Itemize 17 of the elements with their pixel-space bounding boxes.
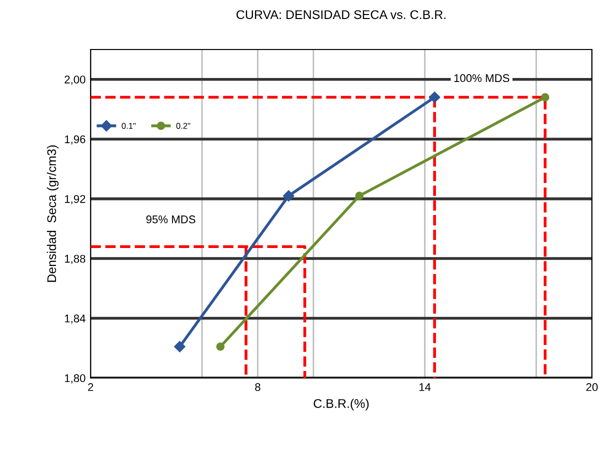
legend-label: 0.1" bbox=[122, 122, 136, 129]
legend-label: 0.2" bbox=[176, 122, 190, 129]
x-tick-label: 14 bbox=[419, 383, 431, 391]
y-axis-title: Densidad Seca (gr/cm3) bbox=[46, 145, 59, 282]
y-tick-label: 1,92 bbox=[64, 195, 86, 204]
y-tick-label: 1,88 bbox=[64, 254, 86, 264]
annotation: 100% MDS bbox=[454, 74, 510, 82]
x-tick-label: 20 bbox=[586, 383, 598, 392]
x-tick-label: 2 bbox=[88, 383, 94, 391]
y-tick-label: 1,84 bbox=[64, 314, 86, 324]
y-tick-label: 1,80 bbox=[64, 374, 86, 384]
annotation: 95% MDS bbox=[146, 215, 196, 224]
chart-title: CURVA: DENSIDAD SECA vs. C.B.R. bbox=[236, 10, 446, 20]
x-axis-title: C.B.R.(%) bbox=[314, 398, 369, 410]
y-tick-label: 1,96 bbox=[64, 135, 86, 145]
y-tick-label: 2,00 bbox=[64, 76, 86, 85]
x-tick-label: 8 bbox=[255, 383, 260, 392]
